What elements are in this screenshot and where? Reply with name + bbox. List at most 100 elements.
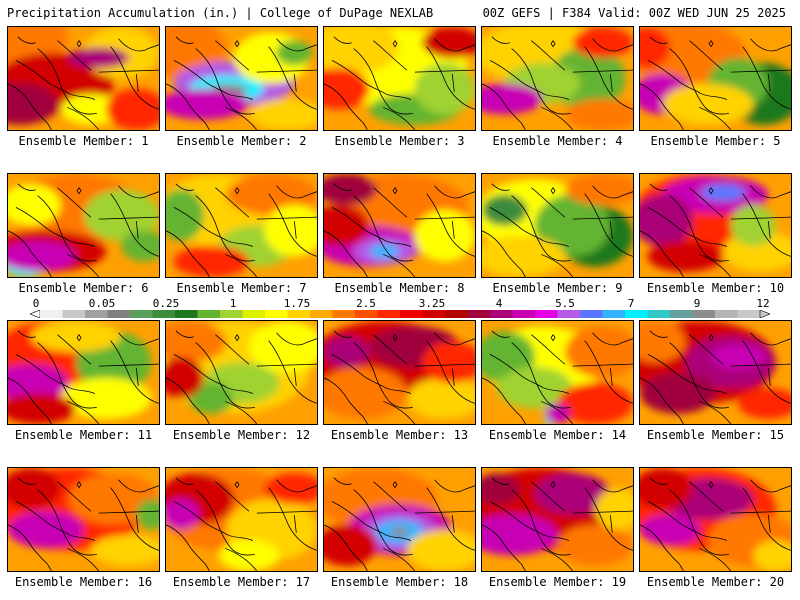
coastline-border-lines (324, 477, 475, 571)
colorbar-swatch (62, 310, 86, 318)
precip-field (324, 321, 475, 424)
precip-field (640, 174, 791, 277)
precip-field (640, 27, 791, 130)
precip-region (166, 189, 204, 241)
coastline-border-lines (8, 36, 159, 130)
coastline-border-lines (166, 36, 317, 130)
precip-region (482, 194, 528, 226)
colorbar-max-arrow (759, 310, 770, 318)
colorbar-tick-label: 0 (32, 297, 40, 310)
colorbar-tick-label: 5.5 (555, 297, 575, 310)
precip-field (324, 27, 475, 130)
colorbar-swatch (130, 310, 153, 318)
precip-region (324, 524, 377, 566)
precip-field (8, 27, 159, 130)
precip-region (188, 382, 234, 414)
colorbar-tick-label: 2.5 (356, 297, 376, 310)
colorbar-tick-labels: 0 0.05 0.25 1 1.75 2.5 3.25 4 5.5 7 9 12 (0, 297, 800, 311)
precip-region (565, 99, 633, 130)
ensemble-member-label: Ensemble Member: 2 (176, 134, 307, 148)
precip-region (68, 47, 129, 69)
precip-field (324, 468, 475, 571)
colorbar-swatch (557, 310, 581, 318)
ensemble-member-label: Ensemble Member: 12 (172, 428, 311, 442)
ensemble-member-label: Ensemble Member: 9 (492, 281, 623, 295)
coastline-border-lines (166, 330, 317, 424)
colorbar-swatch (445, 310, 468, 318)
ensemble-member-map (165, 467, 318, 572)
coastline-border-lines (640, 183, 791, 277)
coastline-border-lines (324, 36, 475, 130)
precip-region (249, 321, 317, 373)
ensemble-member-label: Ensemble Member: 20 (646, 575, 785, 589)
precip-region (565, 174, 633, 205)
precip-region (166, 321, 227, 363)
ensemble-member-label: Ensemble Member: 5 (650, 134, 781, 148)
coastline-border-lines (166, 477, 317, 571)
ensemble-member-label: Ensemble Member: 17 (172, 575, 311, 589)
ensemble-member-label: Ensemble Member: 16 (14, 575, 153, 589)
ensemble-member-map (7, 467, 160, 572)
colorbar-swatch (490, 310, 513, 318)
precip-region (753, 540, 791, 571)
ensemble-member-map (323, 26, 476, 131)
colorbar-swatch (467, 310, 491, 318)
colorbar-swatch (175, 310, 198, 318)
precip-region (369, 244, 400, 259)
ensemble-member-label: Ensemble Member: 11 (14, 428, 153, 442)
ensemble-member-map (639, 26, 792, 131)
colorbar-min-arrow (30, 310, 41, 318)
ensemble-member-map (165, 173, 318, 278)
precip-region (482, 514, 558, 556)
precip-region (640, 27, 671, 69)
precip-region (249, 99, 317, 130)
colorbar-swatch (422, 310, 446, 318)
ensemble-member-label: Ensemble Member: 3 (334, 134, 465, 148)
precip-region (324, 174, 377, 205)
precip-region (136, 498, 159, 530)
precip-region (166, 88, 250, 120)
colorbar-swatch (332, 310, 356, 318)
colorbar-tick-label: 9 (693, 297, 701, 310)
colorbar-swatch (377, 310, 401, 318)
ensemble-member-map (639, 320, 792, 425)
precip-field (324, 174, 475, 277)
precip-region (324, 367, 408, 419)
precipitation-colorbar (30, 310, 770, 318)
ensemble-member-label: Ensemble Member: 7 (176, 281, 307, 295)
precip-region (497, 367, 573, 409)
ensemble-member-map (7, 173, 160, 278)
precip-field (482, 27, 633, 130)
precip-region (730, 204, 776, 247)
colorbar-swatch (715, 310, 738, 318)
precip-region (8, 511, 84, 549)
precip-region (8, 364, 69, 402)
precip-region (83, 189, 159, 241)
colorbar-swatch (512, 310, 536, 318)
coastline-border-lines (640, 36, 791, 130)
coastline-border-lines (166, 183, 317, 277)
ensemble-member-label: Ensemble Member: 15 (646, 428, 785, 442)
precip-region (166, 498, 200, 530)
colorbar-tick-label: 7 (627, 297, 635, 310)
colorbar-tick-label: 0.25 (152, 297, 180, 310)
precip-region (640, 514, 701, 546)
precip-region (534, 194, 611, 257)
precip-region (8, 83, 58, 125)
colorbar-swatch (40, 310, 63, 318)
ensemble-member-map (481, 320, 634, 425)
precip-region (557, 382, 633, 424)
coastline-border-lines (482, 36, 633, 130)
precip-region (545, 403, 570, 424)
colorbar-swatch (400, 310, 423, 318)
precip-region (647, 240, 724, 272)
colorbar-swatch (692, 310, 716, 318)
colorbar-tick-label: 0.05 (88, 297, 116, 310)
precip-field (640, 468, 791, 571)
ensemble-member-map (323, 320, 476, 425)
colorbar-swatch (85, 310, 108, 318)
ensemble-member-label: Ensemble Member: 6 (18, 281, 149, 295)
ensemble-member-label: Ensemble Member: 10 (646, 281, 785, 295)
precip-region (324, 27, 400, 74)
coastline-border-lines (8, 477, 159, 571)
